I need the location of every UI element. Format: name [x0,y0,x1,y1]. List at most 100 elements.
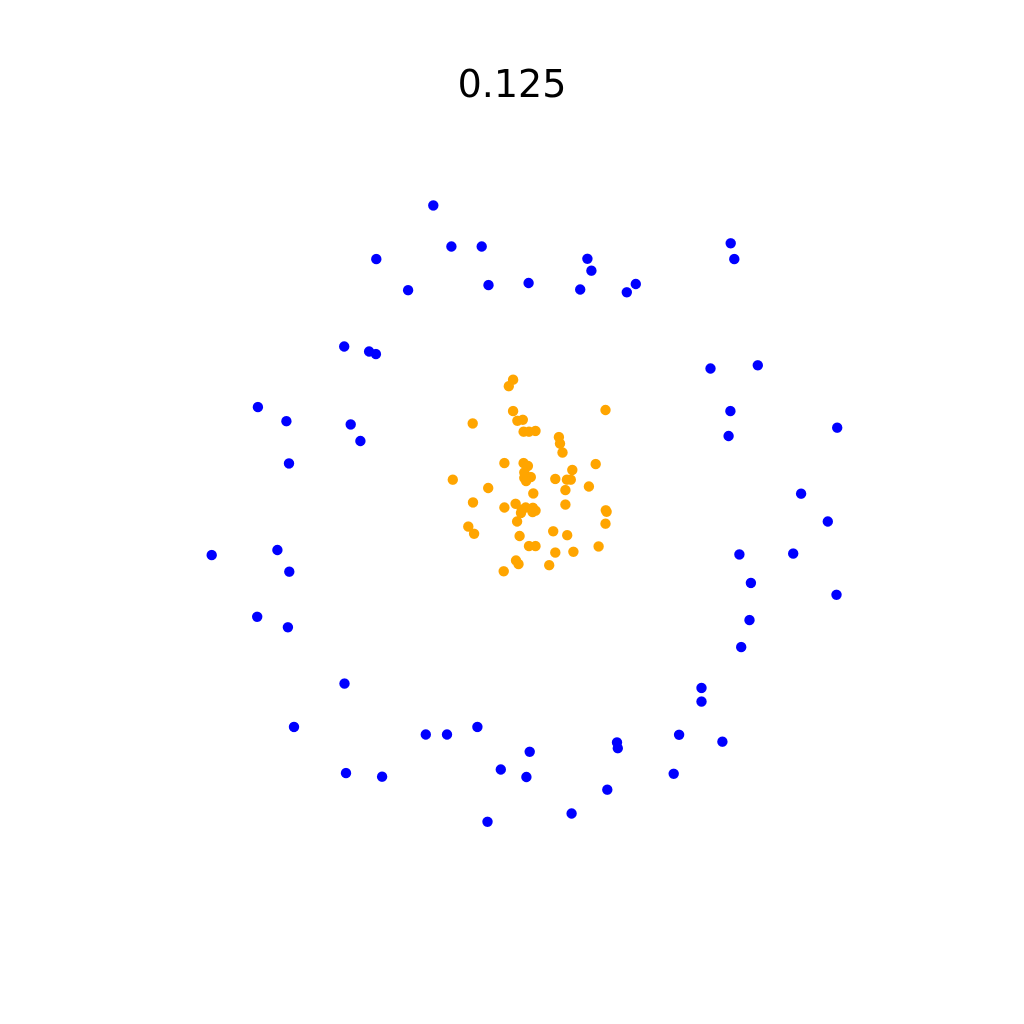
scatter-point [345,419,356,430]
scatter-point [696,682,707,694]
scatter-point [498,566,509,577]
points-layer [206,200,843,827]
series-0 [206,200,843,827]
scatter-point [503,381,514,392]
scatter-point [583,481,595,492]
scatter-point [355,435,366,447]
scatter-point [339,678,350,689]
scatter-point [590,458,601,470]
scatter-point [463,521,474,532]
scatter-point [467,497,479,508]
scatter-point [517,414,528,425]
scatter-point [507,405,519,417]
scatter-point [467,418,478,429]
scatter-point [550,547,561,558]
scatter-point [554,438,566,449]
scatter-point [745,577,757,589]
scatter-point [600,404,611,416]
scatter-point [548,526,559,537]
scatter-point [402,285,414,296]
scatter-point [788,548,799,559]
scatter-point [602,784,613,795]
scatter-point [600,518,611,529]
scatter-point [822,516,833,527]
scatter-point [696,696,707,707]
scatter-point [339,341,350,352]
scatter-point [482,816,493,827]
scatter-point [252,401,264,413]
scatter-point [252,611,263,622]
scatter-point [612,743,623,754]
scatter-point [528,488,539,499]
scatter-point [376,771,388,782]
scatter-point [831,589,842,600]
scatter-point [521,771,532,783]
scatter-point [420,729,431,740]
scatter-point [795,488,807,499]
scatter-point [283,458,295,469]
scatter-point [495,764,506,775]
scatter-point [472,721,483,733]
scatter-point [499,502,510,513]
scatter-point [725,405,736,417]
scatter-point [575,284,586,295]
scatter-point [447,474,458,485]
scatter-point [717,736,728,747]
scatter-point [832,422,843,433]
scatter-point [673,729,685,740]
scatter-point [483,279,494,291]
scatter-point [568,546,579,557]
scatter-point [468,528,480,539]
scatter-point [744,614,755,626]
scatter-point [476,241,487,252]
scatter-point [562,530,573,541]
scatter-point [560,499,571,510]
series-1 [447,374,612,577]
scatter-point [557,447,568,458]
scatter-point [565,474,576,485]
scatter-point [734,549,745,560]
scatter-point [668,768,679,779]
scatter-point [566,808,577,819]
scatter-point [729,253,740,265]
scatter-point [428,200,439,211]
scatter-point [723,430,734,442]
scatter-point [725,238,736,249]
scatter-point [446,241,457,252]
scatter-point [560,484,571,496]
scatter-point [520,475,532,487]
scatter-point [515,507,527,519]
scatter-point [511,516,523,527]
scatter-point [630,278,641,290]
scatter-point [621,287,632,298]
scatter-point [582,253,593,264]
chart-title: 0.125 [457,62,567,106]
scatter-point [288,721,300,733]
scatter-point [593,541,604,552]
scatter-point [284,566,295,577]
scatter-point [523,426,535,437]
scatter-point [544,560,555,571]
scatter-point [282,622,294,633]
scatter-point [206,549,217,561]
scatter-point [513,558,524,570]
scatter-point [281,416,292,427]
scatter-point [567,464,578,476]
scatter-point [705,363,716,374]
scatter-point [523,277,534,289]
scatter-point [371,253,382,265]
scatter-point [752,360,763,371]
scatter-point [524,746,535,757]
scatter-point [370,348,382,360]
scatter-point [550,473,561,485]
scatter-point [272,544,283,556]
scatter-point [499,457,510,469]
scatter-point [527,506,538,518]
scatter-point [483,482,494,494]
scatter-point [340,767,352,779]
scatter-point [441,729,453,740]
scatter-point [736,641,747,653]
scatter-point [530,540,541,552]
scatter-point [514,530,525,542]
